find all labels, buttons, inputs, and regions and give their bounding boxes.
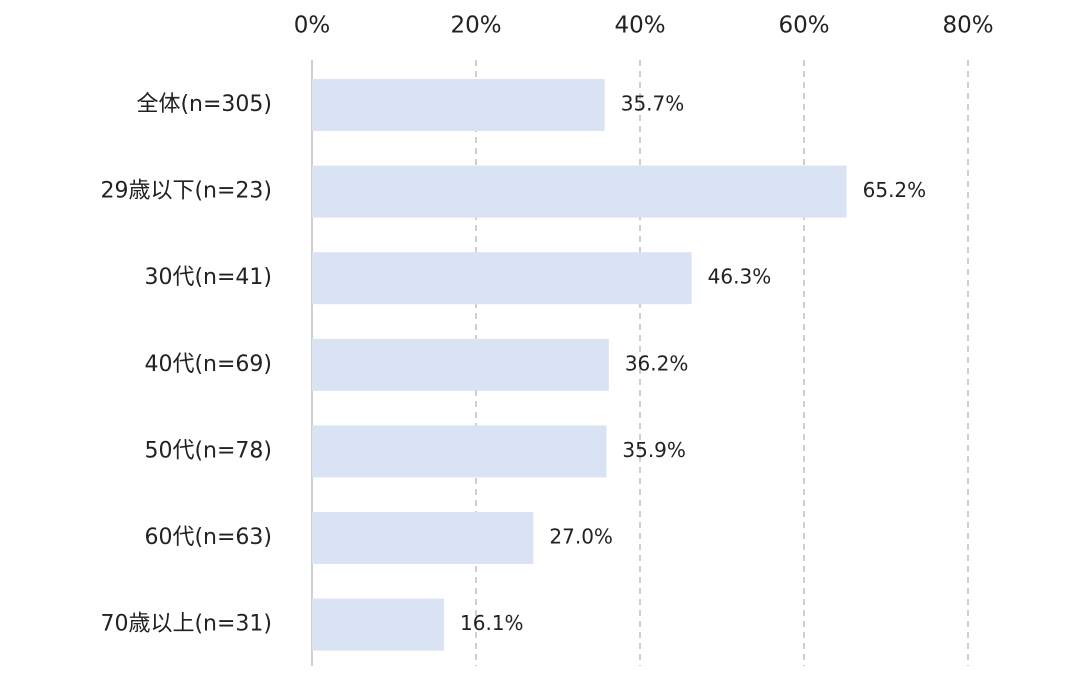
category-label: 60代(n=63)	[144, 525, 272, 550]
data-label: 16.1%	[460, 611, 524, 635]
x-tick-label: 20%	[450, 13, 501, 39]
category-label: 50代(n=78)	[144, 438, 272, 463]
x-tick-label: 80%	[942, 13, 993, 39]
x-tick-label: 0%	[294, 13, 331, 39]
data-label: 36.2%	[625, 351, 689, 375]
labels: 0% 20% 40% 60% 80% 全体(n=305) 35.7% 29歳以下(n=23) 6…	[100, 13, 993, 637]
data-label: 35.7%	[621, 92, 685, 116]
bar	[312, 598, 445, 651]
bar	[312, 165, 847, 218]
x-tick-label: 60%	[778, 13, 829, 39]
bar	[312, 425, 607, 478]
bar	[312, 252, 692, 305]
data-label: 65.2%	[863, 178, 927, 202]
bar	[312, 338, 609, 391]
data-label: 35.9%	[622, 438, 686, 462]
bar	[312, 512, 534, 564]
bars	[312, 79, 847, 651]
category-label: 70歳以上(n=31)	[100, 612, 272, 637]
category-label: 30代(n=41)	[144, 265, 272, 290]
x-tick-label: 40%	[614, 13, 665, 39]
data-label: 27.0%	[549, 525, 613, 549]
category-label: 29歳以下(n=23)	[100, 179, 272, 204]
bar	[312, 79, 605, 131]
category-label: 40代(n=69)	[144, 352, 272, 377]
data-label: 46.3%	[708, 265, 772, 289]
category-label: 全体(n=305)	[136, 92, 272, 117]
